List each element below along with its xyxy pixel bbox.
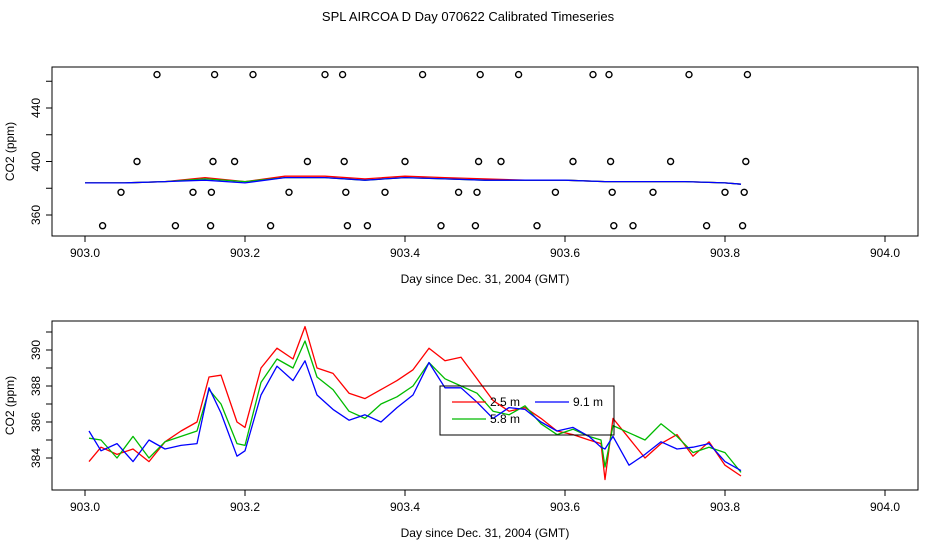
x-tick-label: 903.2 [230,246,260,260]
y-tick-label: 386 [29,412,43,432]
data-point [476,70,484,79]
x-tick-label: 903.0 [70,246,100,260]
y-axis-label: CO2 (ppm) [3,122,17,181]
data-point [742,157,750,166]
y-tick-label: 440 [29,98,43,118]
legend-label: 2.5 m [490,395,520,409]
y-tick-label: 400 [29,151,43,171]
data-point [401,157,409,166]
data-point [249,70,257,79]
data-point [206,221,215,230]
data-point [721,188,729,196]
legend-label: 9.1 m [573,395,603,409]
panel-bottom: 903.0 903.2 903.4 903.6 903.8 904.0 Day since … [3,320,919,540]
data-point [649,188,657,196]
data-point [589,70,597,79]
data-point [171,221,180,230]
x-axis-label: Day since Dec. 31, 2004 (GMT) [401,526,570,540]
data-point [303,157,312,166]
data-point [610,221,618,230]
data-point [343,221,352,230]
data-point [743,70,752,79]
y-tick-label: 360 [29,205,43,225]
x-tick-label: 903.8 [710,500,740,514]
data-point [437,221,445,230]
data-point [473,188,481,196]
data-point [685,70,693,79]
plot-frame [51,66,919,237]
panel-top: 903.0 903.2 903.4 903.6 903.8 904.0 Day since … [3,66,919,286]
data-point [497,157,505,166]
x-tick-label: 903.4 [390,500,420,514]
data-point [321,70,329,79]
series-line-58m [88,340,742,473]
plot-frame [51,320,919,491]
data-point [342,188,350,196]
data-point [189,188,197,196]
data-point [285,188,293,196]
x-tick-label: 903.2 [230,500,260,514]
y-axis-label: CO2 (ppm) [3,376,17,435]
data-point [418,70,427,79]
data-point [266,221,275,230]
series-line-91m [88,360,742,472]
data-point [514,70,523,79]
data-point [117,188,125,196]
data-point [340,157,348,166]
data-point [230,157,239,166]
y-tick-label: 390 [29,340,43,360]
data-point [702,221,711,230]
legend-box [439,385,615,436]
x-tick-label: 903.6 [550,500,580,514]
x-tick-label: 904.0 [870,246,900,260]
x-tick-label: 903.4 [390,246,420,260]
data-point [738,221,747,230]
data-point [207,188,216,196]
data-point [381,188,389,196]
x-tick-label: 903.6 [550,246,580,260]
data-point [740,188,748,196]
x-tick-label: 903.8 [710,246,740,260]
page-title: SPL AIRCOA D Day 070622 Calibrated Times… [321,9,615,24]
x-tick-label: 904.0 [870,500,900,514]
data-point [629,221,637,230]
data-point [533,221,541,230]
data-point [606,157,615,166]
legend: 2.5 m 9.1 m 5.8 m [439,385,615,436]
data-point [474,157,483,166]
data-point [209,157,217,166]
data-point [454,188,463,196]
data-point [471,221,480,230]
data-point [666,157,675,166]
y-tick-label: 388 [29,376,43,396]
x-axis-label: Day since Dec. 31, 2004 (GMT) [401,272,570,286]
data-point [569,157,577,166]
data-point [608,188,616,196]
y-tick-label: 384 [29,448,43,468]
data-point [153,70,161,79]
series-line-91m [85,176,742,185]
data-point [363,221,372,230]
series-line-25m [88,325,742,481]
x-tick-label: 903.0 [70,500,100,514]
legend-label: 5.8 m [490,412,520,426]
data-point [98,221,107,230]
data-point [605,70,613,79]
data-point [133,157,141,166]
data-point [338,70,347,79]
data-point [210,70,219,79]
data-point [551,188,560,196]
